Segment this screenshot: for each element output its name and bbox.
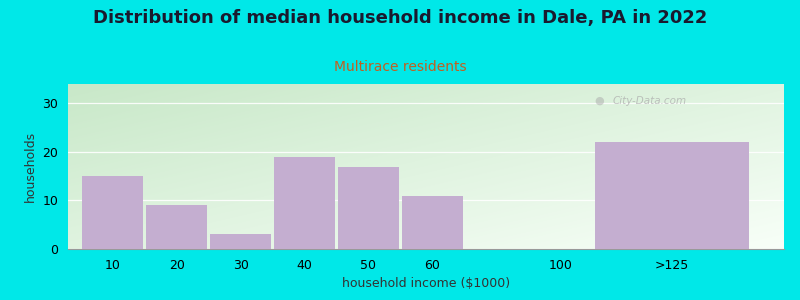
Bar: [402, 196, 463, 249]
Bar: [338, 167, 399, 249]
Y-axis label: households: households: [24, 131, 37, 202]
Bar: [595, 142, 749, 249]
Bar: [274, 157, 335, 249]
Text: City-Data.com: City-Data.com: [612, 95, 686, 106]
Bar: [210, 234, 271, 249]
Bar: [146, 205, 207, 249]
Text: Multirace residents: Multirace residents: [334, 60, 466, 74]
Text: Distribution of median household income in Dale, PA in 2022: Distribution of median household income …: [93, 9, 707, 27]
X-axis label: household income ($1000): household income ($1000): [342, 277, 510, 290]
Bar: [82, 176, 143, 249]
Text: ●: ●: [594, 95, 604, 106]
